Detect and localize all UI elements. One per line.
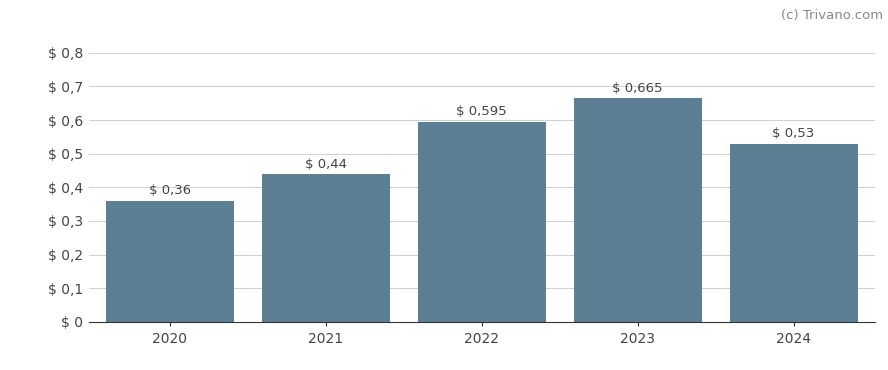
Text: $ 0,36: $ 0,36 — [149, 185, 191, 198]
Text: $ 0,665: $ 0,665 — [613, 82, 663, 95]
Text: $ 0,595: $ 0,595 — [456, 105, 507, 118]
Text: $ 0,53: $ 0,53 — [773, 127, 814, 140]
Bar — [574, 98, 702, 322]
Bar — [418, 122, 545, 322]
Bar — [106, 201, 234, 322]
Bar — [262, 174, 390, 322]
Text: (c) Trivano.com: (c) Trivano.com — [781, 9, 884, 22]
Text: $ 0,44: $ 0,44 — [305, 158, 347, 171]
Bar — [730, 144, 858, 322]
